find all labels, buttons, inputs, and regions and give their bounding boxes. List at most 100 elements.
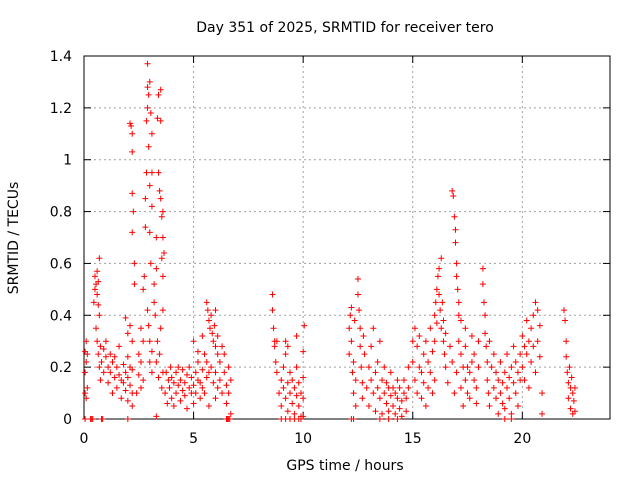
data-point <box>127 120 134 127</box>
data-point <box>107 369 114 376</box>
data-point <box>144 307 151 314</box>
data-point <box>484 377 491 384</box>
data-point <box>571 408 578 415</box>
data-point <box>351 317 358 324</box>
data-point <box>216 358 223 365</box>
data-point <box>141 273 148 280</box>
data-point <box>510 343 517 350</box>
data-point <box>271 343 278 350</box>
data-point <box>197 395 204 402</box>
data-point <box>379 377 386 384</box>
data-point <box>273 338 280 345</box>
data-point <box>181 392 188 399</box>
data-point <box>396 384 403 391</box>
data-point <box>451 390 458 397</box>
data-point <box>199 366 206 373</box>
data-point <box>352 377 359 384</box>
data-point <box>297 390 304 397</box>
data-point <box>83 338 90 345</box>
data-point <box>427 325 434 332</box>
data-point <box>142 195 149 202</box>
data-point <box>107 351 114 358</box>
data-point <box>376 416 383 422</box>
data-point <box>521 377 528 384</box>
data-point <box>414 390 421 397</box>
data-point <box>536 353 543 360</box>
data-point <box>269 307 276 314</box>
data-point <box>422 338 429 345</box>
data-point <box>83 395 90 402</box>
data-point <box>130 208 137 215</box>
data-point <box>188 374 195 381</box>
data-point <box>128 123 135 130</box>
data-point <box>129 190 136 197</box>
data-point <box>379 410 386 417</box>
data-point <box>280 364 287 371</box>
data-point <box>422 403 429 410</box>
y-tick-labels: 0 0.2 0.4 0.6 0.8 1 1.2 1.4 <box>50 49 72 428</box>
data-point <box>523 317 530 324</box>
data-point <box>534 338 541 345</box>
data-point <box>387 369 394 376</box>
data-point <box>457 351 464 358</box>
data-point <box>383 379 390 386</box>
y-tick-label: 0.8 <box>50 205 72 221</box>
grid-lines <box>84 56 610 419</box>
data-point <box>197 379 204 386</box>
data-point <box>432 299 439 306</box>
data-point <box>510 379 517 386</box>
data-point <box>124 353 131 360</box>
data-point <box>209 330 216 337</box>
data-point <box>194 358 201 365</box>
data-point <box>102 338 109 345</box>
data-point <box>466 395 473 402</box>
data-point <box>154 338 161 345</box>
data-point <box>97 377 104 384</box>
data-point <box>525 384 532 391</box>
data-point <box>177 377 184 384</box>
data-point <box>439 299 446 306</box>
data-point <box>157 117 164 124</box>
data-point <box>163 369 170 376</box>
data-point <box>385 408 392 415</box>
data-point <box>486 338 493 345</box>
data-point <box>96 364 103 371</box>
data-point <box>278 403 285 410</box>
data-point <box>282 395 289 402</box>
data-point <box>214 333 221 340</box>
data-point <box>519 333 526 340</box>
data-point <box>190 338 197 345</box>
data-point <box>102 353 109 360</box>
data-point <box>95 301 102 308</box>
data-point <box>82 416 89 422</box>
data-point <box>282 338 289 345</box>
data-point <box>179 387 186 394</box>
data-point <box>569 390 576 397</box>
data-point <box>97 343 104 350</box>
data-point <box>95 351 102 358</box>
data-point <box>105 364 112 371</box>
data-point <box>170 379 177 386</box>
data-point <box>570 397 577 404</box>
data-point <box>162 390 169 397</box>
data-point <box>464 364 471 371</box>
data-point <box>460 403 467 410</box>
data-point <box>192 369 199 376</box>
data-point <box>501 369 508 376</box>
data-point <box>438 325 445 332</box>
data-point <box>512 358 519 365</box>
data-point <box>140 338 147 345</box>
data-point <box>438 255 445 262</box>
data-point <box>530 312 537 319</box>
data-point <box>346 325 353 332</box>
data-point <box>118 395 125 402</box>
data-point <box>155 169 162 176</box>
data-point <box>199 384 206 391</box>
data-point <box>462 377 469 384</box>
data-point <box>212 343 219 350</box>
data-point <box>135 351 142 358</box>
data-point <box>153 358 160 365</box>
data-point <box>490 351 497 358</box>
data-point <box>157 325 164 332</box>
data-point <box>394 395 401 402</box>
